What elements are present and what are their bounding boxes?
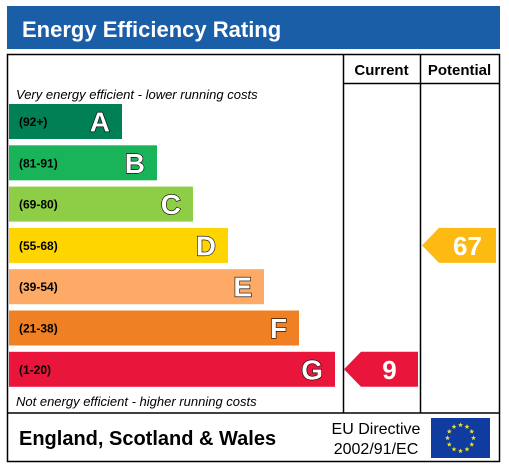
footer-region: England, Scotland & Wales <box>19 428 276 450</box>
band-bar-c <box>9 186 193 222</box>
header-bar <box>7 6 500 49</box>
band-range-c: (69-80) <box>19 198 58 212</box>
eu-flag-star <box>464 446 470 452</box>
potential-marker <box>422 227 496 263</box>
rating-table-frame <box>6 53 501 463</box>
band-range-b: (81-91) <box>19 156 58 170</box>
potential-marker-value: 67 <box>453 231 482 261</box>
band-bar-g <box>9 351 335 387</box>
current-marker <box>344 351 418 387</box>
eu-flag-star <box>445 435 450 441</box>
note-top: Very energy efficient - lower running co… <box>16 87 258 102</box>
directive-line2: 2002/91/EC <box>334 441 419 458</box>
eu-flag-star <box>464 424 470 429</box>
band-bar-a <box>9 104 122 139</box>
band-bar-e <box>9 269 264 305</box>
band-bar-b <box>9 145 157 181</box>
eu-flag-star <box>458 422 463 428</box>
band-letter-b: B <box>125 148 145 179</box>
eu-flag-star <box>446 441 452 447</box>
band-bar-d <box>9 227 228 263</box>
band-letter-d: D <box>196 230 216 261</box>
band-letter-e: E <box>233 272 252 303</box>
rating-bands: (92+) A (81-91) B (69-80) C (55-68) D (39-54) E (2… <box>9 104 335 387</box>
band-letter-f: F <box>270 313 287 344</box>
band-range-d: (55-68) <box>19 239 58 253</box>
eu-flag-stars <box>445 422 476 454</box>
eu-flag-star <box>469 428 475 434</box>
band-range-g: (1-20) <box>19 363 51 377</box>
directive-line1: EU Directive <box>332 421 421 438</box>
eu-flag-star <box>451 424 457 429</box>
eu-flag-star <box>446 428 452 434</box>
band-bar-f <box>9 310 299 346</box>
page-title: Energy Efficiency Rating <box>22 17 281 42</box>
rating-markers: 9 67 <box>344 227 496 387</box>
band-range-e: (39-54) <box>19 280 58 294</box>
eu-flag-star <box>469 441 475 447</box>
band-letter-a: A <box>90 107 110 138</box>
eu-flag-star <box>458 448 463 454</box>
eu-flag-icon <box>431 418 490 458</box>
column-header-current: Current <box>354 62 408 79</box>
current-marker-value: 9 <box>382 355 396 385</box>
band-letter-g: G <box>301 354 323 385</box>
band-range-f: (21-38) <box>19 322 58 336</box>
band-letter-c: C <box>161 189 181 220</box>
eu-flag-star <box>451 446 457 452</box>
eu-flag-star <box>471 435 476 441</box>
band-range-a: (92+) <box>19 115 47 129</box>
column-header-potential: Potential <box>428 62 491 79</box>
note-bottom: Not energy efficient - higher running co… <box>16 394 257 409</box>
